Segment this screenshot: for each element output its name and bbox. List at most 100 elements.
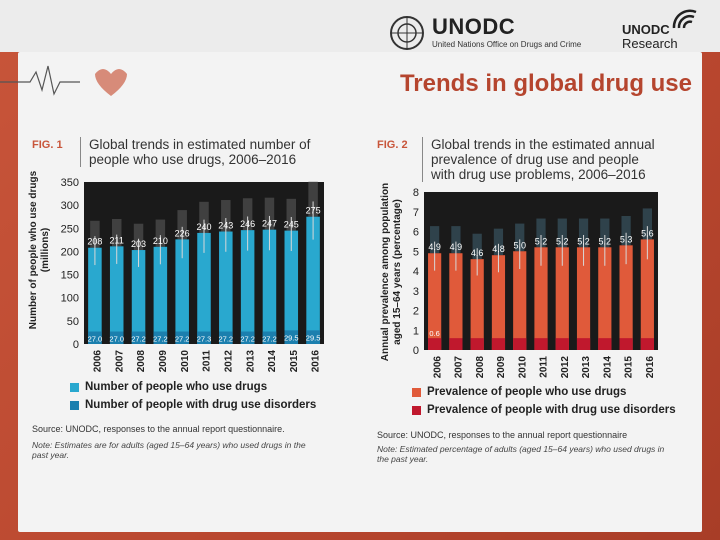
fig2-xtick: 2010 [517,356,528,379]
fig2-ylabel: Annual prevalence among population aged … [380,172,404,372]
fig1-bar-main [88,247,102,344]
fig1-bar-disorder [219,331,233,344]
fig2-data-label-disorder: 0.6 [429,329,439,338]
fig1-data-label-disorder: 27.0 [109,335,124,344]
fig1-bar-disorder [153,331,168,344]
fig1-legend-text-2: Number of people with drug use disorders [85,399,317,411]
fig1-ytick: 350 [61,177,79,189]
fig1-source: Source: UNODC, responses to the annual r… [32,424,285,434]
fig1-range-band [308,181,318,217]
fig2-range-band [451,226,461,254]
fig1-range-band [177,210,187,240]
fig1-data-label: 246 [240,219,255,229]
fig1-legend-swatch-1 [70,382,79,392]
fig1-bar-disorder [175,331,189,344]
fig1-range-band [111,218,122,247]
fig1-xtick: 2015 [289,350,300,373]
fig1-ytick: 50 [67,316,79,328]
fig2-bar-main [470,259,484,350]
org-subtitle: United Nations Office on Drugs and Crime [432,40,582,49]
fig2-data-label: 5.6 [641,228,654,238]
fig1-bar-main [175,239,189,344]
fig2-range-band [578,218,589,248]
fig1-xtick: 2011 [202,350,213,372]
fig2-xtick: 2015 [624,356,635,379]
fig2-source: Source: UNODC, responses to the annual r… [377,430,628,440]
fig1-legend-swatch-2 [70,400,79,410]
fig2-bar-disorder [640,338,654,350]
fig2-range-band [430,226,440,254]
fig2-xtick: 2016 [645,356,656,379]
fig1-range-band [264,197,275,230]
fig1-bar-disorder [131,331,146,344]
fig2-bar-main [534,247,548,350]
fig2-bar-disorder [555,338,569,350]
fig2-range-band [515,223,525,252]
fig1-data-label: 243 [218,221,233,231]
fig1-data-label: 203 [131,239,146,249]
fig1-data-label-disorder: 27.2 [240,335,255,344]
fig1-bar-main [109,246,124,344]
fig2-ytick: 2 [413,306,419,318]
fig2-xtick: 2011 [539,356,550,378]
fig2-bar-main [491,255,506,350]
fig2-range-band [472,233,482,260]
fig1-xtick: 2006 [93,350,104,373]
fig2-data-label: 4.9 [450,242,463,252]
fig2-title-line2: prevalence of drug use and people [431,152,639,167]
fig2-data-label: 4.6 [471,248,484,258]
fig1-data-label: 208 [87,237,102,247]
fig2-legend-swatch-1 [412,387,421,397]
fig1-data-label-disorder: 29.5 [306,333,321,342]
fig1-bar-main [131,250,146,344]
fig2-ytick: 1 [413,325,419,337]
fig2-legend-text-1: Prevalence of people who use drugs [427,386,627,398]
fig1-bar-disorder [262,331,277,344]
fig1-ylabel-line1: Number of people who use drugs [28,170,39,330]
fig2-bar-disorder [491,338,506,350]
fig2-title: Global trends in the estimated annual pr… [422,137,691,182]
fig1-note: Note: Estimates are for adults (aged 15–… [32,440,306,460]
fig2-ylabel-line2: aged 15–64 years (percentage) [392,199,403,345]
fig1-range-band [155,219,166,247]
fig1-data-label-disorder: 27.2 [262,335,277,344]
fig1-ylabel: Number of people who use drugs (millions… [28,160,52,340]
fig2-data-label: 5.2 [599,236,612,246]
fig2-bar-main [513,251,527,350]
fig1-ytick: 250 [61,223,79,235]
un-emblem-icon [390,16,424,50]
fig1-title-line2: people who use drugs, 2006–2016 [89,152,297,167]
fig1-bar-disorder [88,331,102,344]
fig1-data-label: 245 [284,220,299,230]
fig1-legend-item-1: Number of people who use drugs [70,378,316,396]
fig1-bar-disorder [240,331,255,344]
fig2-note: Note: Estimated percentage of adults (ag… [377,444,665,464]
fig2-data-label: 5.0 [513,240,526,250]
fig1-data-label-disorder: 27.2 [219,335,234,344]
fig1-data-label: 211 [110,235,124,245]
slide-title: Trends in global drug use [399,70,692,97]
fig2-legend-text-2: Prevalence of people with drug use disor… [427,404,676,416]
fig2-data-label: 5.2 [556,236,569,246]
fig2-ytick: 7 [413,207,419,219]
fig1-ytick: 300 [61,200,79,212]
fig2-title-line1: Global trends in the estimated annual [431,137,655,152]
fig2-legend-swatch-2 [412,405,421,415]
fig1-data-label: 210 [153,236,168,246]
fig1-data-label: 226 [175,228,190,238]
fig2-ylabel-line1: Annual prevalence among population [380,182,391,362]
fig2-title-line3: with drug use problems, 2006–2016 [431,167,646,182]
fig1-data-label: 247 [262,219,277,229]
fig2-range-band [600,218,610,248]
fig1-bar-disorder [109,331,124,344]
fig2-bar-main [449,253,463,350]
fig2-range-band [557,218,567,248]
fig1-xtick: 2016 [311,350,322,373]
fig1-xtick: 2007 [114,350,125,373]
fig1-bar-main [153,246,168,344]
fig1-bar-main [262,229,277,344]
fig2-range-band [642,208,652,240]
fig1-bar-main [219,231,233,344]
unodc-logo: UNODC United Nations Office on Drugs and… [388,14,598,54]
fig1-bar-disorder [197,331,211,344]
